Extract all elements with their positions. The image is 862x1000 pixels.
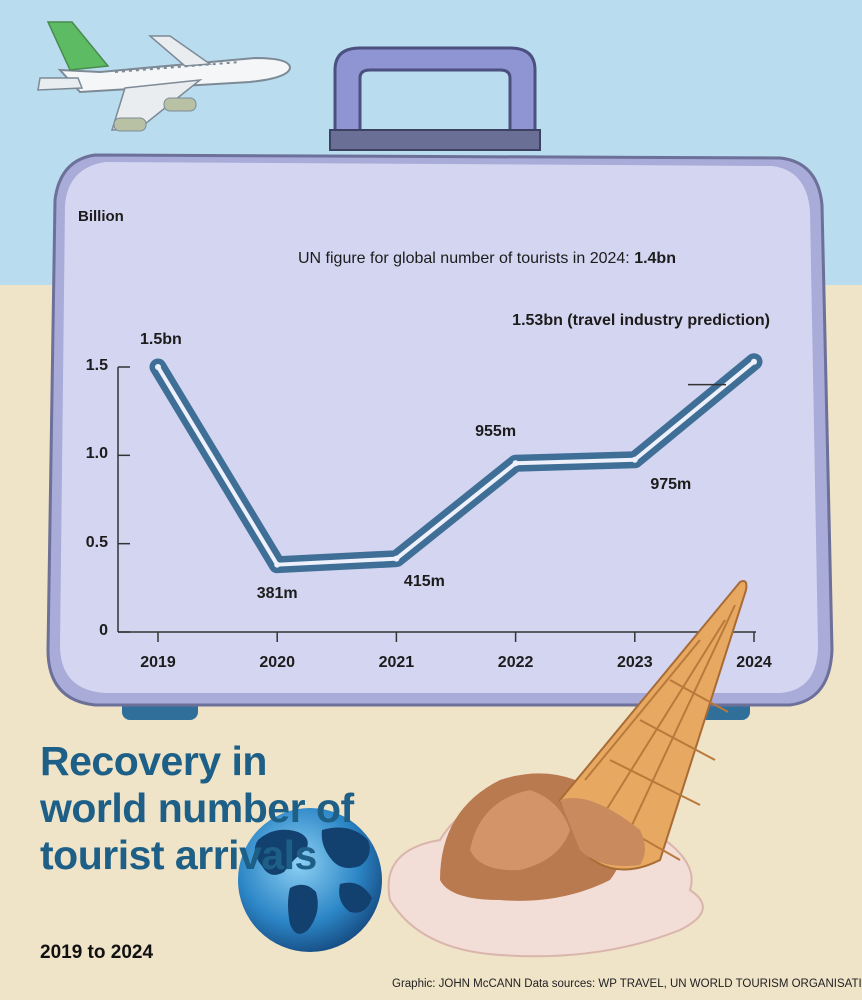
data-point-2022 <box>512 460 519 467</box>
data-point-2021 <box>393 555 400 562</box>
x-tick-label-2022: 2022 <box>497 654 534 671</box>
y-tick-label-1: 0.5 <box>85 533 108 551</box>
data-point-2023 <box>631 456 638 463</box>
un-figure-annotation: UN figure for global number of tourists … <box>298 250 676 268</box>
x-tick-label-2023: 2023 <box>617 654 653 671</box>
data-point-2019 <box>155 364 161 370</box>
series-line-highlight <box>156 359 756 567</box>
ice-cream-icon <box>387 580 748 958</box>
data-point-2020 <box>274 561 281 568</box>
data-label-2022: 955m <box>475 423 517 441</box>
data-label-2019: 1.5bn <box>140 331 182 348</box>
y-axis-label: Billion <box>78 208 124 225</box>
x-tick-label-2021: 2021 <box>378 654 415 671</box>
un-figure-text: UN figure for global number of tourists … <box>298 250 630 267</box>
x-tick-label-2020: 2020 <box>259 654 295 671</box>
y-tick-label-3: 1.5 <box>85 357 108 374</box>
y-tick-label-0: 0 <box>99 622 108 639</box>
airplane-icon <box>37 21 292 132</box>
page-title: Recovery in world number of tourist arri… <box>40 738 354 878</box>
chart-axes <box>117 366 756 642</box>
un-figure-value: 1.4bn <box>634 250 676 267</box>
page-subtitle: 2019 to 2024 <box>40 942 154 963</box>
globe-icon <box>238 808 382 952</box>
data-point-2024 <box>751 358 757 365</box>
suitcase-icon <box>46 46 834 720</box>
data-label-2023: 975m <box>650 475 692 493</box>
source-credit: Graphic: JOHN McCANN Data sources: WP TR… <box>392 978 862 990</box>
chart-series <box>149 353 763 574</box>
x-tick-label-2024: 2024 <box>736 654 772 671</box>
x-tick-label-2019: 2019 <box>140 654 176 671</box>
y-tick-label-2: 1.0 <box>85 445 108 463</box>
data-label-2020: 381m <box>256 584 298 602</box>
data-label-2021: 415m <box>403 572 445 590</box>
data-label-2024: 1.53bn (travel industry prediction) <box>512 311 770 329</box>
